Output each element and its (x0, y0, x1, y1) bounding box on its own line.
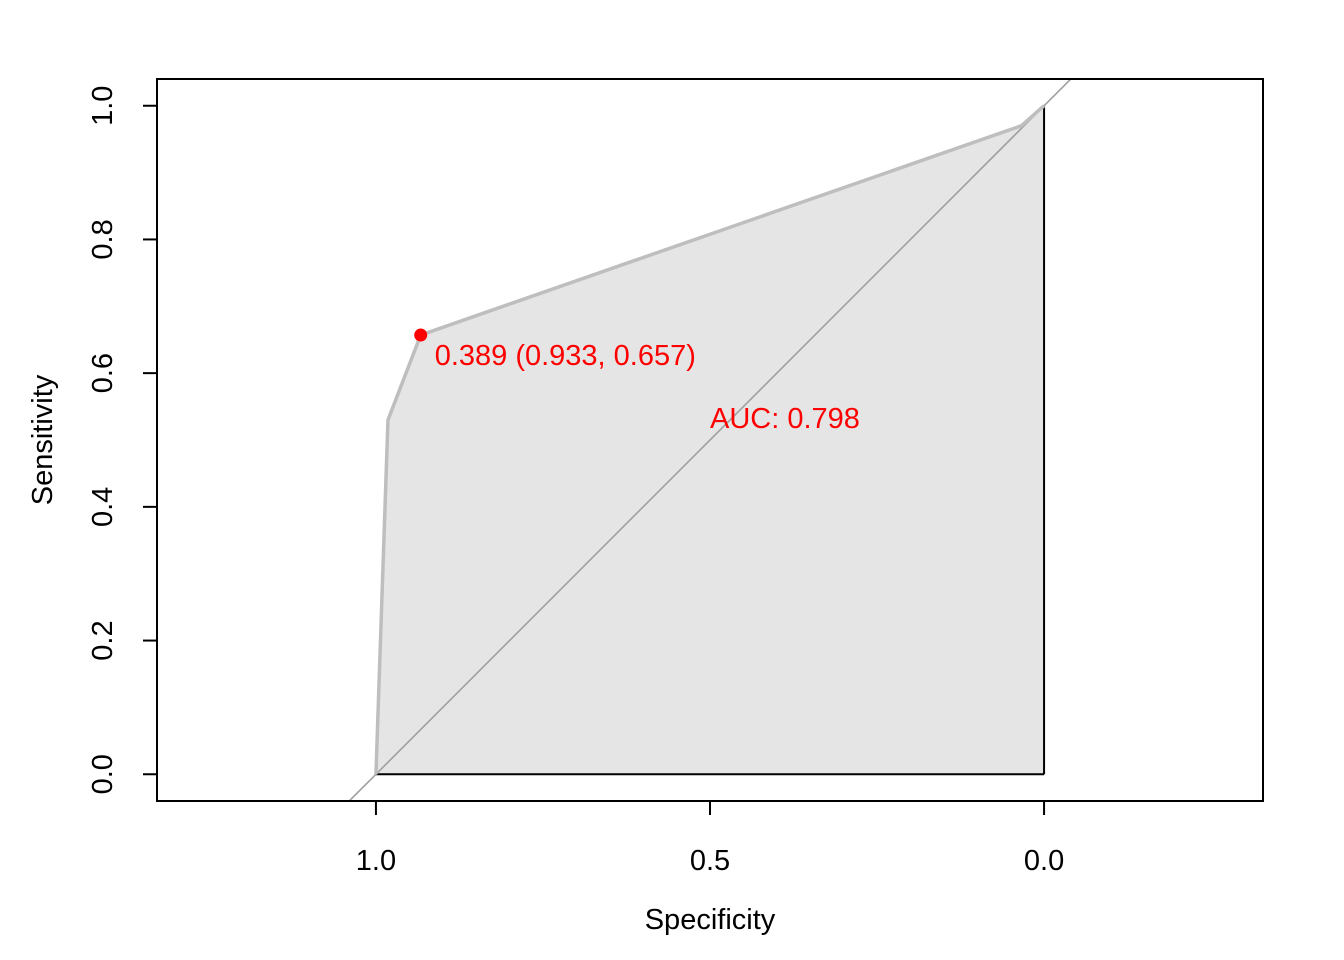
x-axis-label: Specificity (645, 904, 776, 936)
best-threshold-point (414, 328, 428, 342)
x-axis: 1.0 0.5 0.0 (356, 800, 1064, 877)
x-tick-label: 1.0 (356, 845, 396, 877)
y-tick-label: 0.8 (87, 219, 119, 259)
y-axis-label: Sensitivity (27, 374, 59, 505)
y-tick-label: 0.2 (87, 620, 119, 660)
plot-region (348, 79, 1072, 801)
chance-diagonal-line (348, 79, 1072, 801)
y-tick-label: 0.6 (87, 353, 119, 393)
y-tick-label: 0.4 (87, 487, 119, 527)
y-axis: 0.0 0.2 0.4 0.6 0.8 1.0 (87, 86, 158, 794)
y-tick-label: 1.0 (87, 86, 119, 126)
x-tick-label: 0.0 (1024, 845, 1064, 877)
auc-label: AUC: 0.798 (710, 403, 860, 435)
best-threshold-label: 0.389 (0.933, 0.657) (435, 340, 696, 372)
y-tick-label: 0.0 (87, 754, 119, 794)
x-tick-label: 0.5 (690, 845, 730, 877)
